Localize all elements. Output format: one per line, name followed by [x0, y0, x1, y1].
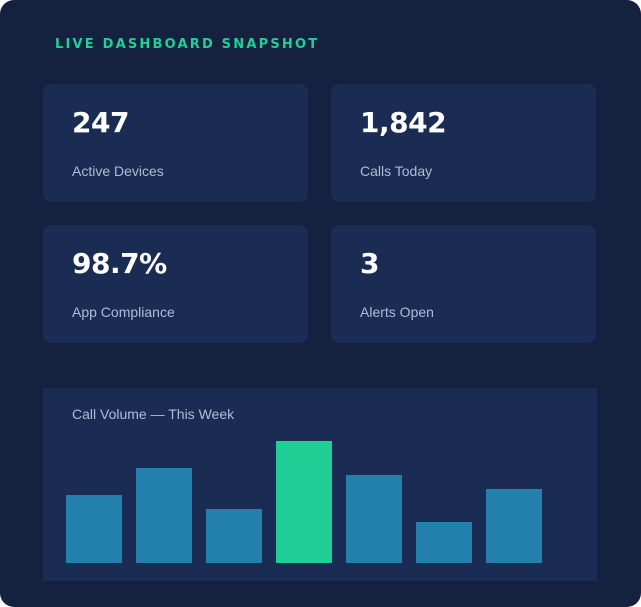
stat-label: Alerts Open	[360, 304, 434, 320]
stat-label: Active Devices	[72, 163, 164, 179]
stat-card-calls-today: 1,842 Calls Today	[331, 84, 596, 202]
chart-bar-5	[346, 475, 402, 563]
bar-chart-svg	[66, 441, 542, 563]
chart-bar-1	[66, 495, 122, 563]
dashboard-title: LIVE DASHBOARD SNAPSHOT	[55, 37, 320, 52]
stat-label: App Compliance	[72, 304, 175, 320]
stat-card-active-devices: 247 Active Devices	[43, 84, 308, 202]
stat-value: 98.7%	[72, 247, 167, 280]
chart-bar-2	[136, 468, 192, 563]
stat-value: 1,842	[360, 106, 447, 139]
stat-value: 247	[72, 106, 129, 139]
chart-bar-4	[276, 441, 332, 563]
chart-bar-3	[206, 509, 262, 563]
stat-card-alerts-open: 3 Alerts Open	[331, 225, 596, 343]
chart-title: Call Volume — This Week	[72, 406, 235, 422]
chart-bar-7	[486, 489, 542, 563]
stat-label: Calls Today	[360, 163, 433, 179]
chart-bar-6	[416, 522, 472, 563]
call-volume-chart: Call Volume — This Week	[43, 388, 597, 581]
stat-value: 3	[360, 247, 379, 280]
stat-card-app-compliance: 98.7% App Compliance	[43, 225, 308, 343]
